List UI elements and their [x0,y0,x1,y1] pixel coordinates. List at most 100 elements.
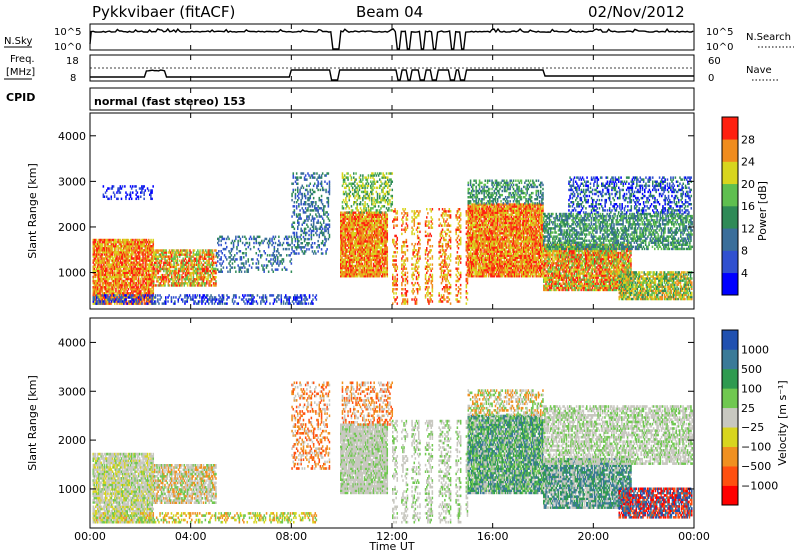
scatter-cell [207,276,209,278]
scatter-cell [329,219,331,221]
scatter-cell [151,198,153,200]
scatter-cell [293,189,295,191]
scatter-cell [315,201,317,203]
noise-strip: N.Sky 10^5 10^0 10^5 10^0 N.Search [4,24,794,53]
scatter-cell [368,205,370,207]
scatter-cell [179,276,181,278]
scatter-cell [386,207,388,209]
scatter-cell [212,249,214,251]
scatter-cell [260,302,262,304]
scatter-cell [286,268,288,270]
scatter-cell [388,207,390,209]
scatter-cell [368,183,370,185]
scatter-cell [231,250,233,252]
scatter-cell [258,262,260,264]
scatter-cell [139,253,141,255]
scatter-cell [293,172,295,174]
scatter-cell [328,172,330,174]
scatter-cell [322,203,324,205]
scatter-cell [316,228,318,230]
scatter-cell [392,189,394,191]
scatter-cell [304,222,306,224]
scatter-cell [143,185,145,187]
scatter-cell [329,224,331,226]
scatter-cell [297,236,299,238]
scatter-cell [262,294,264,296]
scatter-cell [306,232,308,234]
scatter-cell [322,252,324,254]
scatter-cell [269,238,271,240]
scatter-cell [307,193,309,195]
beam-title: Beam 04 [356,3,423,21]
scatter-cell [352,209,354,211]
scatter-cell [188,262,190,264]
scatter-cell [140,270,142,272]
scatter-cell [354,197,356,199]
scatter-cell [116,296,118,298]
scatter-cell [111,198,113,200]
scatter-cell [268,246,270,248]
scatter-cell [271,268,273,270]
scatter-cell [387,176,389,178]
scatter-cell [219,296,221,298]
scatter-cell [310,197,312,199]
scatter-cell [367,203,369,205]
scatter-cell [356,205,358,207]
scatter-cell [260,242,262,244]
scatter-cell [294,213,296,215]
scatter-cell [368,174,370,176]
scatter-cell [281,298,283,300]
scatter-cell [312,250,314,252]
scatter-cell [256,242,258,244]
scatter-cell [381,220,383,222]
scatter-cell [120,239,122,241]
scatter-cell [355,253,357,255]
scatter-cell [251,238,253,240]
scatter-cell [219,302,221,304]
scatter-cell [106,196,108,198]
scatter-cell [253,246,255,248]
scatter-cell [226,246,228,248]
scatter-cell [162,274,164,276]
scatter-cell [314,217,316,219]
scatter-cell [216,264,218,266]
scatter-cell [387,246,389,248]
scatter-cell [387,224,389,226]
scatter-cell [257,302,259,304]
scatter-cell [311,224,313,226]
scatter-cell [215,296,217,298]
scatter-cell [342,172,344,174]
scatter-cell [306,248,308,250]
scatter-cell [99,302,101,304]
scatter-cell [157,298,159,300]
scatter-cell [392,209,394,211]
scatter-cell [239,271,241,273]
scatter-cell [142,261,144,263]
scatter-cell [263,264,265,266]
scatter-cell [198,282,200,284]
scatter-cell [242,236,244,238]
scatter-cell [281,294,283,296]
scatter-cell [121,187,123,189]
scatter-cell [329,226,331,228]
scatter-cell [303,172,305,174]
scatter-cell [187,284,189,286]
scatter-cell [258,254,260,256]
scatter-cell [377,197,379,199]
scatter-cell [294,250,296,252]
scatter-cell [243,300,245,302]
scatter-cell [225,242,227,244]
scatter-cell [217,268,219,270]
scatter-cell [125,298,127,300]
scatter-cell [282,262,284,264]
scatter-cell [181,284,183,286]
scatter-cell [108,198,110,200]
scatter-cell [283,242,285,244]
scatter-cell [394,276,396,278]
scatter-cell [283,258,285,260]
scatter-cell [206,280,208,282]
scatter-cell [278,252,280,254]
scatter-cell [164,284,166,286]
scatter-cell [356,183,358,185]
scatter-cell [94,298,96,300]
